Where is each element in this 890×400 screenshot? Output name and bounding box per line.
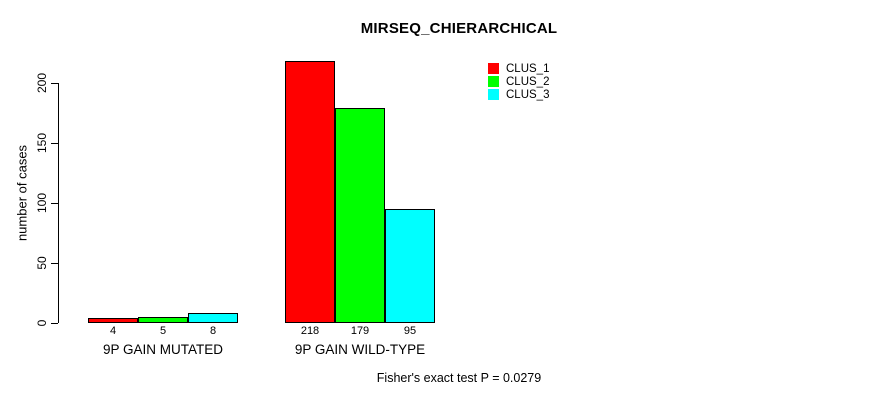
legend: CLUS_1 CLUS_2 CLUS_3 [488, 62, 549, 101]
y-tick [51, 82, 58, 84]
bar-value-label: 4 [109, 325, 117, 337]
legend-label: CLUS_1 [506, 62, 550, 75]
legend-item-clus_1: CLUS_1 [488, 62, 549, 75]
legend-item-clus_3: CLUS_3 [488, 88, 549, 101]
group-label: 9P GAIN MUTATED [102, 342, 224, 357]
bar-clus_3-group1 [188, 313, 238, 323]
bar-value-label: 8 [209, 325, 217, 337]
y-tick [51, 202, 58, 204]
bar-clus_1-group1 [88, 318, 138, 323]
legend-swatch-icon [488, 89, 499, 100]
bar-value-label: 218 [300, 325, 320, 337]
bar-clus_2-group2 [335, 108, 385, 323]
legend-label: CLUS_2 [506, 75, 550, 88]
bar-value-label: 179 [350, 325, 370, 337]
legend-label: CLUS_3 [506, 88, 550, 101]
y-tick [51, 262, 58, 264]
y-tick [51, 142, 58, 144]
bar-clus_3-group2 [385, 209, 435, 323]
y-axis-label: number of cases [14, 144, 30, 242]
y-tick-label: 150 [35, 132, 49, 154]
y-tick [51, 322, 58, 324]
group-label: 9P GAIN WILD-TYPE [294, 342, 426, 357]
y-tick-label: 100 [35, 192, 49, 214]
y-tick-label: 200 [35, 72, 49, 94]
y-axis-line [58, 83, 59, 323]
legend-swatch-icon [488, 63, 499, 74]
chart-title: MIRSEQ_CHIERARCHICAL [360, 20, 558, 37]
y-tick-label: 0 [35, 319, 49, 327]
bar-clus_1-group2 [285, 61, 335, 323]
bar-clus_2-group1 [138, 317, 188, 323]
legend-swatch-icon [488, 76, 499, 87]
bar-value-label: 95 [403, 325, 417, 337]
bar-value-label: 5 [159, 325, 167, 337]
y-tick-label: 50 [35, 256, 49, 270]
footnote: Fisher's exact test P = 0.0279 [376, 371, 542, 385]
legend-item-clus_2: CLUS_2 [488, 75, 549, 88]
